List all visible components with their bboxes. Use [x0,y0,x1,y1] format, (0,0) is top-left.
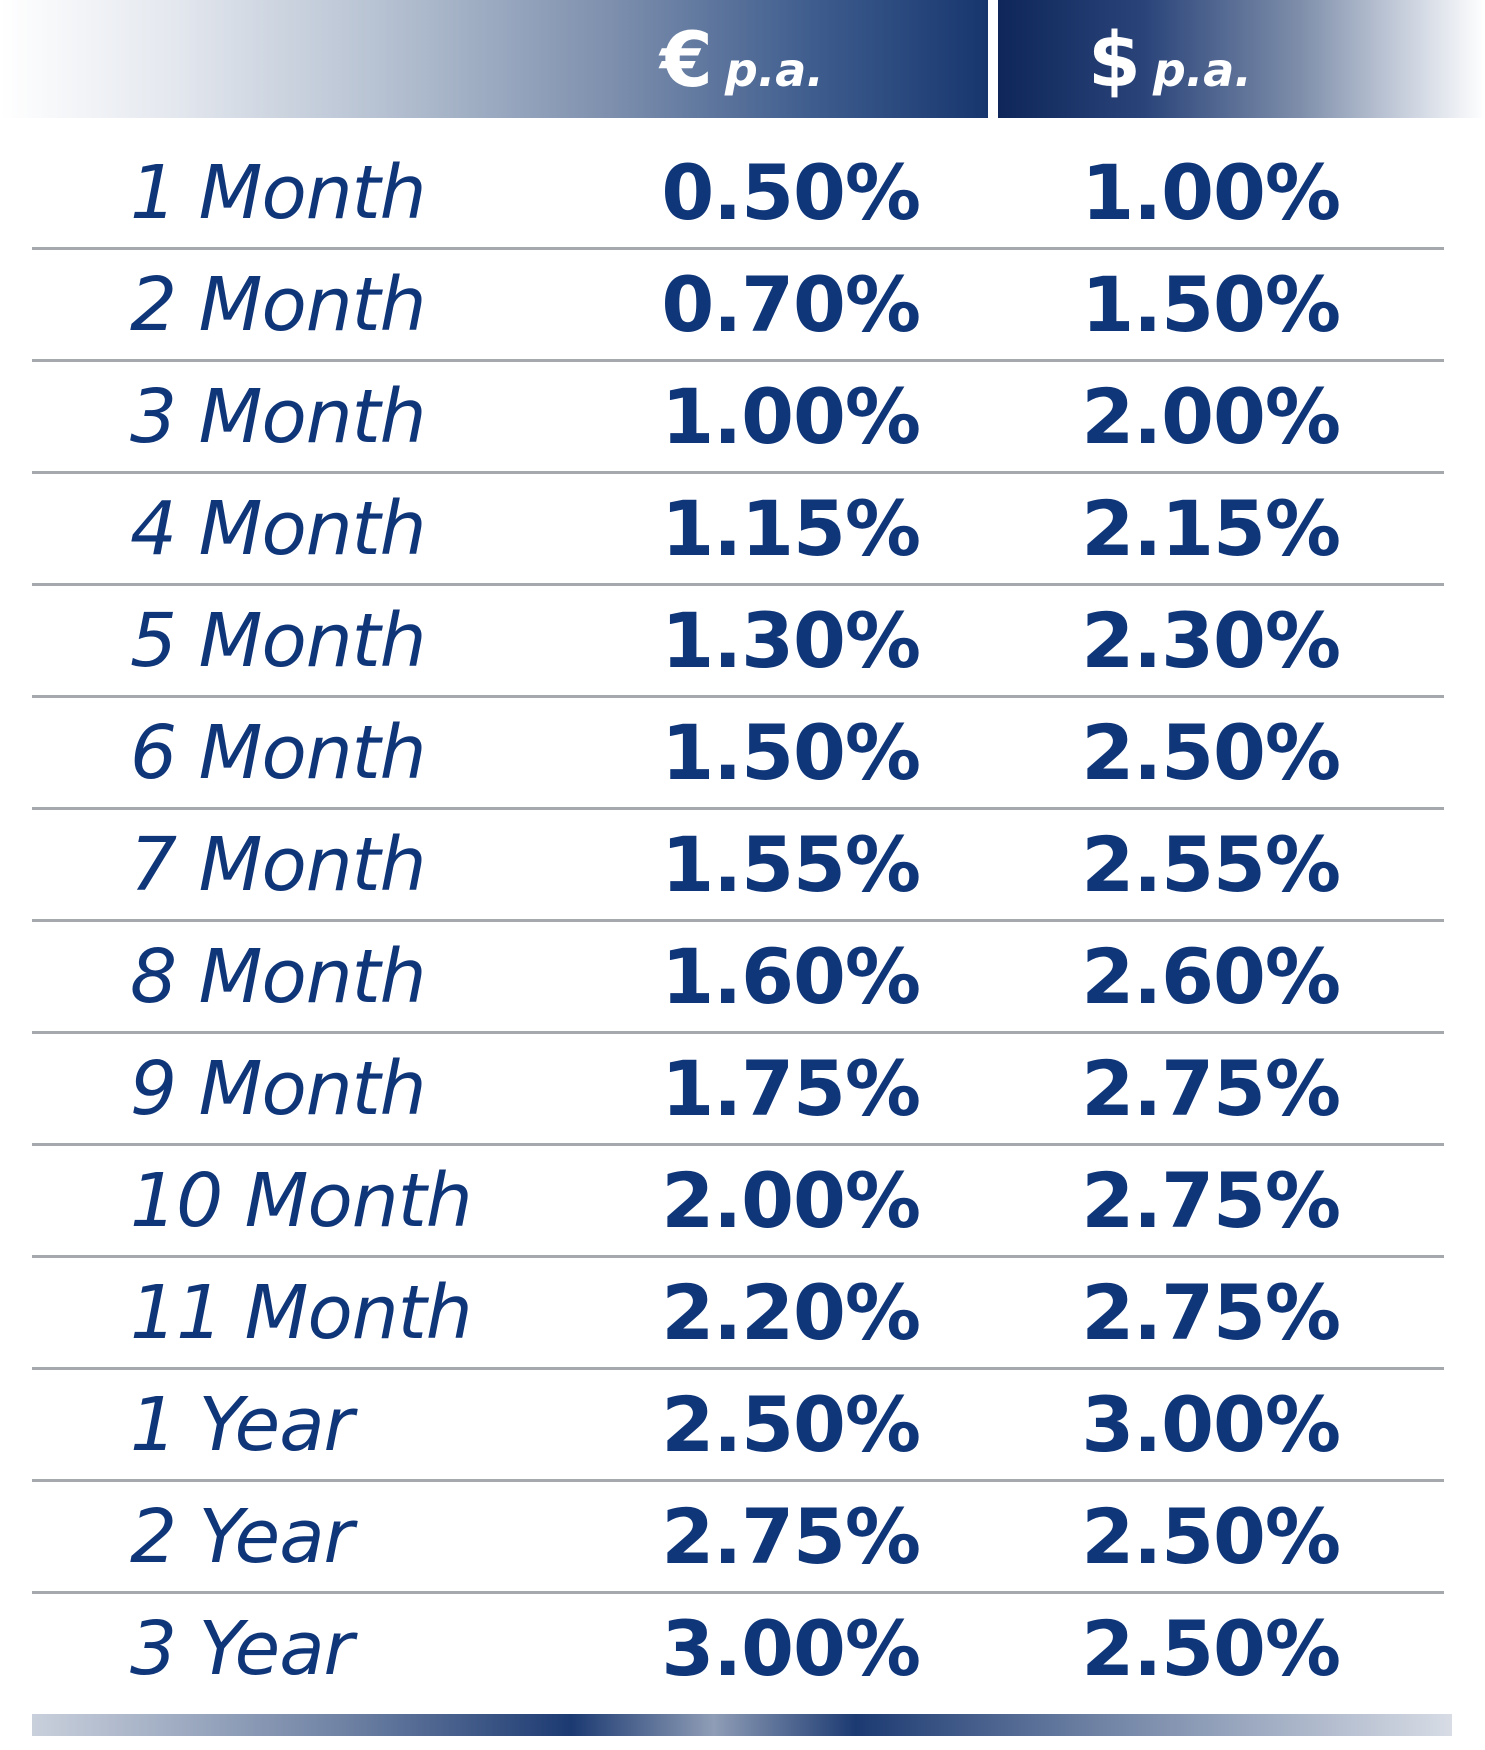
usd-rate: 2.55% [1081,820,1341,909]
usd-unit-label: p.a. [1152,43,1252,97]
term-label: 11 Month [130,1270,473,1356]
term-label: 4 Month [130,486,427,572]
row-divider [32,1143,1444,1146]
eur-rate: 0.70% [661,260,921,349]
table-row: 6 Month 1.50% 2.50% [0,700,1485,812]
term-label: 7 Month [130,822,427,908]
row-divider [32,1367,1444,1370]
usd-rate: 1.50% [1081,260,1341,349]
term-label: 1 Year [130,1382,354,1468]
table-row: 11 Month 2.20% 2.75% [0,1260,1485,1372]
header-divider [988,0,998,118]
row-divider [32,1479,1444,1482]
table-header: € p.a. $ p.a. [0,0,1485,118]
usd-rate: 2.50% [1081,1492,1341,1581]
eur-rate: 2.20% [661,1268,921,1357]
table-row: 2 Month 0.70% 1.50% [0,252,1485,364]
eur-rate: 2.50% [661,1380,921,1469]
usd-rate: 2.30% [1081,596,1341,685]
term-label: 2 Year [130,1494,354,1580]
column-header-eur: € p.a. [660,10,824,110]
header-band-left [0,0,988,118]
usd-rate: 2.00% [1081,372,1341,461]
usd-rate: 2.75% [1081,1268,1341,1357]
eur-rate: 1.50% [661,708,921,797]
eur-rate: 2.75% [661,1492,921,1581]
term-label: 5 Month [130,598,427,684]
table-row: 1 Month 0.50% 1.00% [0,140,1485,252]
term-label: 6 Month [130,710,427,796]
row-divider [32,583,1444,586]
eur-rate: 1.30% [661,596,921,685]
eur-rate: 0.50% [661,148,921,237]
row-divider [32,919,1444,922]
usd-rate: 2.50% [1081,1604,1341,1693]
eur-rate: 1.60% [661,932,921,1021]
term-label: 1 Month [130,150,427,236]
row-divider [32,695,1444,698]
table-row: 4 Month 1.15% 2.15% [0,476,1485,588]
table-row: 5 Month 1.30% 2.30% [0,588,1485,700]
eur-rate: 1.55% [661,820,921,909]
header-band-right [998,0,1485,118]
row-divider [32,1255,1444,1258]
table-row: 3 Year 3.00% 2.50% [0,1596,1485,1708]
row-divider [32,1031,1444,1034]
row-divider [32,471,1444,474]
usd-rate: 2.60% [1081,932,1341,1021]
term-label: 9 Month [130,1046,427,1132]
row-divider [32,1591,1444,1594]
table-row: 8 Month 1.60% 2.60% [0,924,1485,1036]
table-row: 3 Month 1.00% 2.00% [0,364,1485,476]
usd-rate: 2.15% [1081,484,1341,573]
eur-rate: 1.15% [661,484,921,573]
term-label: 10 Month [130,1158,473,1244]
term-label: 2 Month [130,262,427,348]
table-row: 10 Month 2.00% 2.75% [0,1148,1485,1260]
eur-rate: 3.00% [661,1604,921,1693]
eur-rate: 2.00% [661,1156,921,1245]
eur-rate: 1.75% [661,1044,921,1133]
term-label: 3 Year [130,1606,354,1692]
eur-unit-label: p.a. [724,43,824,97]
usd-rate: 2.75% [1081,1044,1341,1133]
term-label: 8 Month [130,934,427,1020]
bottom-decorative-bar [32,1714,1452,1736]
usd-rate: 3.00% [1081,1380,1341,1469]
column-header-usd: $ p.a. [1088,10,1252,110]
usd-rate: 1.00% [1081,148,1341,237]
table-row: 1 Year 2.50% 3.00% [0,1372,1485,1484]
table-row: 9 Month 1.75% 2.75% [0,1036,1485,1148]
row-divider [32,359,1444,362]
rates-table: 1 Month 0.50% 1.00% 2 Month 0.70% 1.50% … [0,140,1485,1708]
term-label: 3 Month [130,374,427,460]
usd-rate: 2.75% [1081,1156,1341,1245]
usd-rate: 2.50% [1081,708,1341,797]
eur-rate: 1.00% [661,372,921,461]
euro-icon: € [660,15,713,104]
table-row: 2 Year 2.75% 2.50% [0,1484,1485,1596]
row-divider [32,807,1444,810]
table-row: 7 Month 1.55% 2.55% [0,812,1485,924]
row-divider [32,247,1444,250]
dollar-icon: $ [1088,15,1141,104]
